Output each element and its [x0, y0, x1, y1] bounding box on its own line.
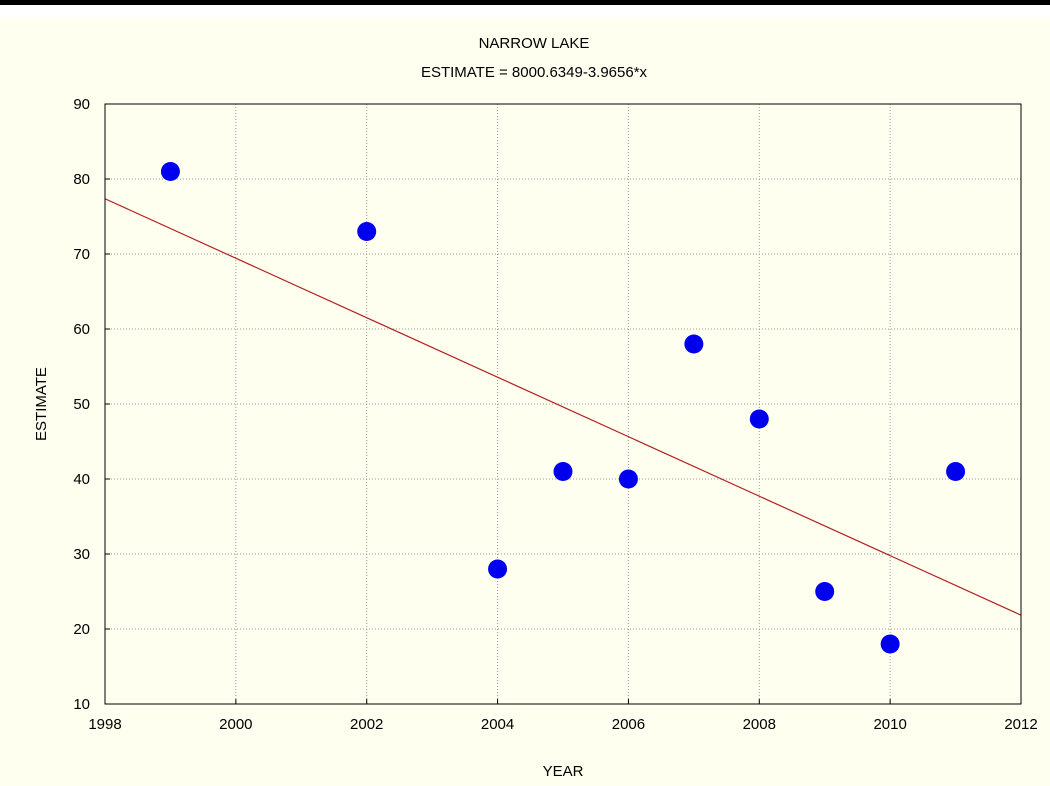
chart-frame: [0, 18, 1050, 786]
x-tick-label: 2004: [481, 716, 514, 733]
x-tick-label: 2010: [873, 716, 906, 733]
x-tick-label: 1998: [88, 716, 121, 733]
data-point: [488, 559, 508, 579]
x-axis-label: YEAR: [543, 763, 584, 780]
y-tick-label: 20: [73, 621, 90, 638]
chart-title: NARROW LAKE: [479, 35, 590, 52]
data-point: [946, 462, 966, 481]
y-tick-label: 10: [73, 696, 90, 713]
x-tick-label: 2000: [219, 716, 252, 733]
y-tick-label: 50: [73, 396, 90, 413]
y-tick-label: 80: [73, 171, 90, 188]
data-point: [553, 462, 573, 481]
x-tick-label: 2002: [350, 716, 383, 733]
data-point: [880, 634, 900, 654]
top-rule: [0, 0, 1050, 5]
axis-ticks: 1998 2000 2002 2004 2006 2008 2010 2012 10 20 30 40…: [73, 96, 1037, 733]
y-axis-label: ESTIMATE: [33, 367, 50, 441]
chart-subtitle: ESTIMATE = 8000.6349-3.9656*x: [421, 64, 648, 81]
data-points: [160, 162, 966, 654]
regression-line-group: [104, 198, 1022, 616]
data-point: [618, 469, 638, 489]
x-tick-label: 2006: [612, 716, 645, 733]
y-tick-label: 90: [73, 96, 90, 113]
y-tick-label: 60: [73, 321, 90, 338]
data-point: [160, 162, 180, 181]
plot-area-border: [104, 103, 1022, 705]
data-point: [749, 409, 769, 429]
x-tick-label: 2008: [743, 716, 776, 733]
grid: [104, 103, 1022, 705]
data-point: [357, 222, 377, 241]
data-point: [815, 582, 835, 601]
y-tick-label: 40: [73, 471, 90, 488]
regression-line: [104, 198, 1022, 616]
y-tick-label: 30: [73, 546, 90, 563]
y-tick-label: 70: [73, 246, 90, 263]
x-tick-label: 2012: [1004, 716, 1037, 733]
data-point: [684, 334, 704, 354]
